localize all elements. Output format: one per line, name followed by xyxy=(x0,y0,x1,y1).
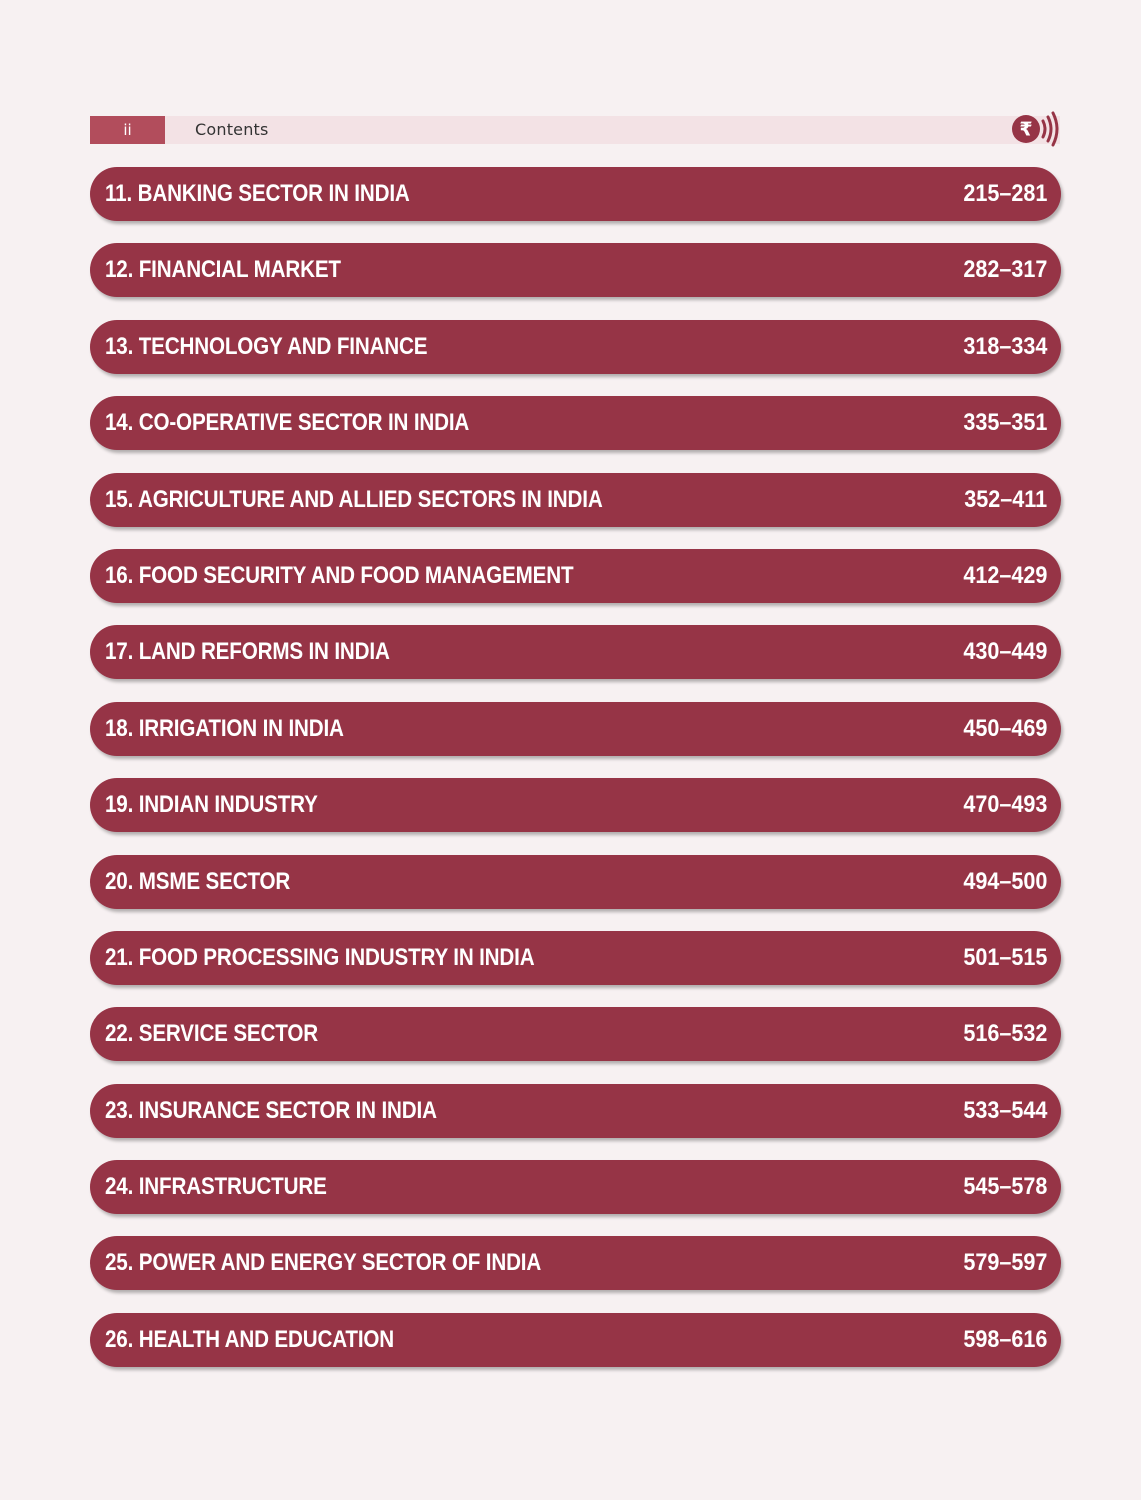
chapter-row[interactable]: 24. INFRASTRUCTURE 545–578 xyxy=(90,1160,1061,1215)
chapter-title: 11. BANKING SECTOR IN INDIA xyxy=(105,180,410,207)
chapter-row[interactable]: 12. FINANCIAL MARKET 282–317 xyxy=(90,243,1061,298)
chapter-title: 18. IRRIGATION IN INDIA xyxy=(105,714,344,742)
chapter-title: 25. POWER AND ENERGY SECTOR OF INDIA xyxy=(105,1249,542,1277)
chapter-row[interactable]: 11. BANKING SECTOR IN INDIA 215–281 xyxy=(90,167,1061,221)
chapter-row[interactable]: 14. CO-OPERATIVE SECTOR IN INDIA 335–351 xyxy=(90,396,1061,451)
chapter-pages: 545–578 xyxy=(962,1173,1047,1201)
chapter-pages: 412–429 xyxy=(962,561,1047,589)
chapter-pages: 501–515 xyxy=(962,943,1047,971)
chapter-pages: 579–597 xyxy=(962,1249,1047,1277)
chapter-pages: 470–493 xyxy=(962,791,1047,819)
chapter-title: 22. SERVICE SECTOR xyxy=(105,1020,318,1048)
header-title: Contents xyxy=(195,120,269,139)
chapter-pages: 516–532 xyxy=(962,1020,1047,1048)
rupee-symbol: ₹ xyxy=(1019,119,1032,141)
chapter-pages: 598–616 xyxy=(962,1325,1047,1353)
chapter-row[interactable]: 22. SERVICE SECTOR 516–532 xyxy=(90,1007,1061,1062)
chapter-pages: 430–449 xyxy=(962,638,1047,666)
chapter-pages: 318–334 xyxy=(962,332,1047,360)
chapter-row[interactable]: 18. IRRIGATION IN INDIA 450–469 xyxy=(90,701,1061,756)
chapter-title: 21. FOOD PROCESSING INDUSTRY IN INDIA xyxy=(105,943,535,971)
chapter-row[interactable]: 25. POWER AND ENERGY SECTOR OF INDIA 579–… xyxy=(90,1236,1061,1291)
chapter-row[interactable]: 21. FOOD PROCESSING INDUSTRY IN INDIA 501… xyxy=(90,930,1061,985)
chapter-title: 23. INSURANCE SECTOR IN INDIA xyxy=(105,1096,437,1124)
chapter-pages: 335–351 xyxy=(962,409,1047,437)
chapter-title: 12. FINANCIAL MARKET xyxy=(105,256,341,284)
chapter-title: 13. TECHNOLOGY AND FINANCE xyxy=(105,332,428,360)
page-number: ii xyxy=(90,116,165,144)
chapter-title: 15. AGRICULTURE AND ALLIED SECTORS IN IN… xyxy=(105,485,603,513)
chapter-pages: 215–281 xyxy=(962,180,1047,207)
chapter-title: 14. CO-OPERATIVE SECTOR IN INDIA xyxy=(105,409,470,437)
chapter-row[interactable]: 26. HEALTH AND EDUCATION 598–616 xyxy=(90,1312,1061,1367)
chapter-row[interactable]: 19. INDIAN INDUSTRY 470–493 xyxy=(90,778,1061,833)
chapter-pages: 352–411 xyxy=(964,485,1047,513)
chapter-row[interactable]: 16. FOOD SECURITY AND FOOD MANAGEMENT 412… xyxy=(90,548,1061,603)
chapter-title: 20. MSME SECTOR xyxy=(105,867,291,895)
contents-list: 11. BANKING SECTOR IN INDIA 215–281 12. FI… xyxy=(90,167,1061,1389)
chapter-title: 24. INFRASTRUCTURE xyxy=(105,1173,327,1201)
chapter-title: 16. FOOD SECURITY AND FOOD MANAGEMENT xyxy=(105,561,574,589)
chapter-pages: 282–317 xyxy=(962,256,1047,284)
chapter-title: 19. INDIAN INDUSTRY xyxy=(105,791,318,819)
chapter-row[interactable]: 20. MSME SECTOR 494–500 xyxy=(90,854,1061,909)
chapter-title: 26. HEALTH AND EDUCATION xyxy=(105,1325,395,1353)
chapter-row[interactable]: 13. TECHNOLOGY AND FINANCE 318–334 xyxy=(90,319,1061,374)
chapter-pages: 533–544 xyxy=(962,1096,1047,1124)
chapter-pages: 450–469 xyxy=(962,714,1047,742)
chapter-title: 17. LAND REFORMS IN INDIA xyxy=(105,638,390,666)
chapter-row[interactable]: 23. INSURANCE SECTOR IN INDIA 533–544 xyxy=(90,1083,1061,1138)
chapter-row[interactable]: 15. AGRICULTURE AND ALLIED SECTORS IN IN… xyxy=(90,472,1061,527)
page-header: ii Contents ₹ xyxy=(90,111,1060,147)
chapter-pages: 494–500 xyxy=(962,867,1047,895)
chapter-row[interactable]: 17. LAND REFORMS IN INDIA 430–449 xyxy=(90,625,1061,680)
rupee-sound-logo-icon: ₹ xyxy=(1012,111,1059,147)
